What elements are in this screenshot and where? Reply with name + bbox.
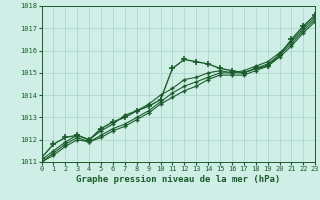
X-axis label: Graphe pression niveau de la mer (hPa): Graphe pression niveau de la mer (hPa)	[76, 175, 281, 184]
